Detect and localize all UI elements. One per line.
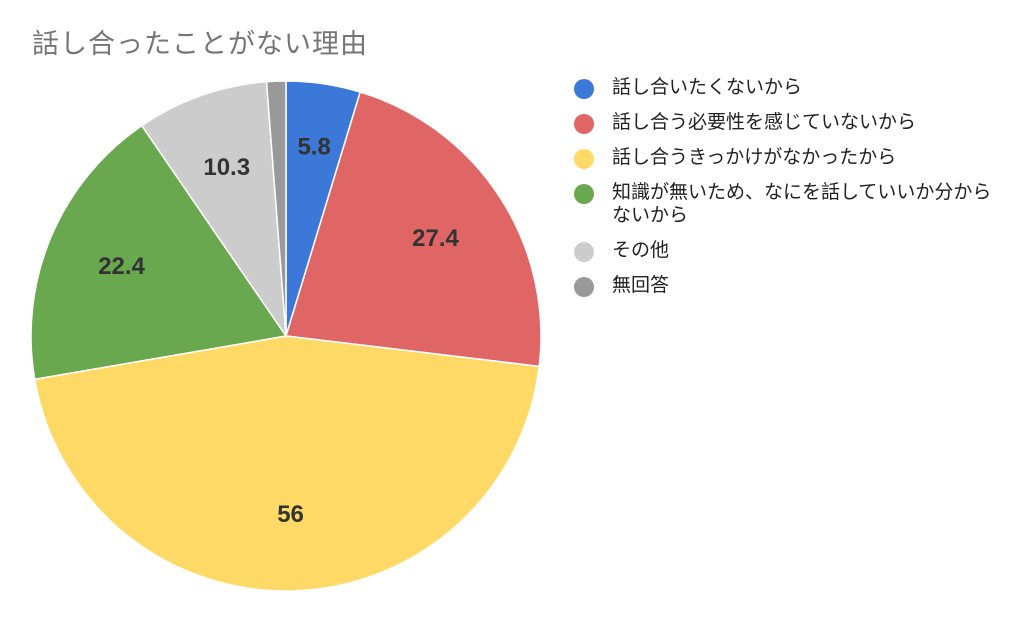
pie-slice-5 [265, 80, 287, 337]
legend-swatch-0 [574, 79, 594, 99]
legend-label-0: 話し合いたくないから [612, 76, 803, 98]
legend-item-5: 無回答 [574, 274, 1014, 297]
legend-item-4: その他 [574, 239, 1014, 262]
pie-slice-3 [30, 124, 288, 381]
slice-data-label-2: 56 [277, 501, 304, 528]
slice-data-label-0: 5.8 [297, 133, 330, 160]
legend-item-3: 知識が無いため、なにを話していいか分からないから [574, 181, 1014, 227]
legend-swatch-5 [574, 277, 594, 297]
slice-data-label-1: 27.4 [412, 225, 459, 252]
pie-slice-2 [33, 335, 541, 592]
chart-title: 話し合ったことがない理由 [32, 29, 368, 60]
legend-label-2: 話し合うきっかけがなかったから [612, 146, 897, 168]
chart-legend: 話し合いたくないから話し合う必要性を感じていないから 話し合うきっかけがなかったか… [574, 76, 1014, 309]
legend-item-2: 話し合うきっかけがなかったから [574, 146, 1014, 169]
legend-item-1: 話し合う必要性を感じていないから [574, 111, 1014, 134]
legend-label-4: その他 [612, 239, 670, 261]
slice-data-label-3: 22.4 [98, 253, 145, 280]
legend-swatch-2 [574, 149, 594, 169]
legend-label-5: 無回答 [612, 274, 670, 296]
legend-label-3: 知識が無いため、なにを話していいか分からないから [612, 181, 992, 226]
pie-slice-1 [285, 91, 542, 368]
pie-slice-4 [140, 80, 287, 339]
pie-chart: 5.8 27.4 56 22.4 10.3 [30, 80, 542, 592]
legend-swatch-3 [574, 184, 594, 204]
slice-data-label-4: 10.3 [203, 154, 250, 181]
legend-item-0: 話し合いたくないから [574, 76, 1014, 99]
legend-label-1: 話し合う必要性を感じていないから [612, 111, 917, 133]
legend-swatch-1 [574, 114, 594, 134]
legend-swatch-4 [574, 242, 594, 262]
